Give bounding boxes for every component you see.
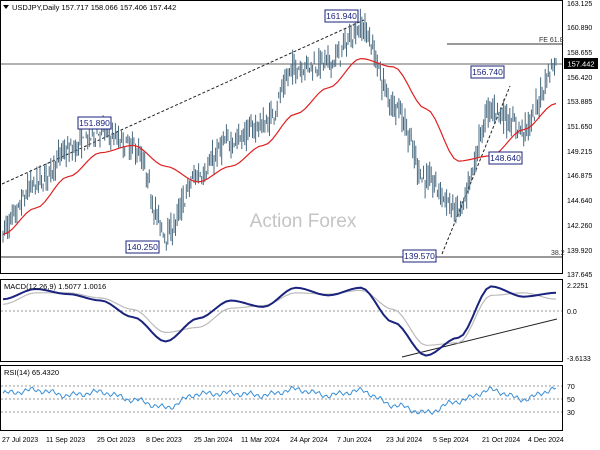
x-tick: 27 Jul 2023 [2,437,38,444]
price-panel [0,0,563,274]
fe-618-label: FE 61.8 [539,37,564,44]
swing-label-148640: 148.640 [488,151,523,165]
macd-y-tick: -3.6133 [567,356,591,363]
level-382-label: 38.2 [551,250,565,257]
svg-text:161.940: 161.940 [326,11,357,21]
x-tick: 11 Sep 2023 [46,437,85,444]
svg-text:151.890: 151.890 [79,118,110,128]
rsi-y-tick: 30 [567,410,575,417]
y-tick: 156.420 [567,75,592,82]
y-tick: 158.655 [567,50,592,57]
y-tick: 139.920 [567,248,592,255]
current-price-tag: 157.442 [564,58,598,69]
macd-y-tick: 2.2251 [567,283,589,290]
y-tick: 160.890 [567,25,592,32]
x-tick: 23 Jul 2024 [386,437,422,444]
y-tick: 146.875 [567,173,592,180]
price-trend-line [1,19,365,185]
rsi-y-tick: 70 [567,384,575,391]
rsi-title: RSI(14) 65.4320 [4,368,59,377]
x-tick: 4 Dec 2024 [528,437,564,444]
macd-y-tick: 0.0 [567,309,577,316]
y-tick: 153.885 [567,99,592,106]
svg-text:140.250: 140.250 [127,242,158,252]
moving-average-line [2,57,557,235]
swing-label-156740: 156.740 [470,65,505,79]
x-tick: 24 Apr 2024 [290,437,328,444]
y-tick: 144.640 [567,198,592,205]
swing-label-139570: 139.570 [402,249,437,263]
macd-title: MACD(12,26,9) 1.5077 1.0016 [4,282,106,291]
swing-label-151890: 151.890 [77,116,112,130]
svg-text:139.570: 139.570 [404,251,435,261]
svg-text:157.442: 157.442 [567,60,594,69]
svg-text:USDJPY,Daily 157.717 158.066 1: USDJPY,Daily 157.717 158.066 157.406 157… [12,3,176,12]
x-tick: 25 Jan 2024 [194,437,233,444]
x-tick: 7 Jun 2024 [337,437,372,444]
watermark: Action Forex [250,211,357,232]
svg-text:156.740: 156.740 [472,67,503,77]
rsi-panel [0,365,563,431]
x-tick: 21 Oct 2024 [482,437,520,444]
macd-panel [0,279,563,362]
macd-line [2,285,557,357]
macd-trend-line [401,318,558,358]
swing-label-161940: 161.940 [324,9,359,23]
date-axis: 27 Jul 2023 11 Sep 2023 25 Oct 2023 8 De… [2,437,564,444]
x-tick: 11 Mar 2024 [241,437,280,444]
rsi-line [2,385,557,416]
y-tick: 137.645 [567,272,592,279]
y-tick: 149.215 [567,149,592,156]
x-tick: 25 Oct 2023 [97,437,135,444]
rsi-y-tick: 50 [567,397,575,404]
macd-signal-line [2,289,557,346]
svg-text:148.640: 148.640 [490,153,521,163]
y-tick: 163.125 [567,1,592,8]
x-tick: 8 Dec 2023 [146,437,182,444]
y-tick: 142.260 [567,223,592,230]
swing-label-140250: 140.250 [125,240,160,254]
price-title: USDJPY,Daily 157.717 158.066 157.406 157… [3,3,176,12]
x-tick: 5 Sep 2024 [433,437,469,444]
y-tick: 151.650 [567,124,592,131]
price-axis: 163.125 160.890 158.655 156.420 153.885 … [567,1,592,279]
